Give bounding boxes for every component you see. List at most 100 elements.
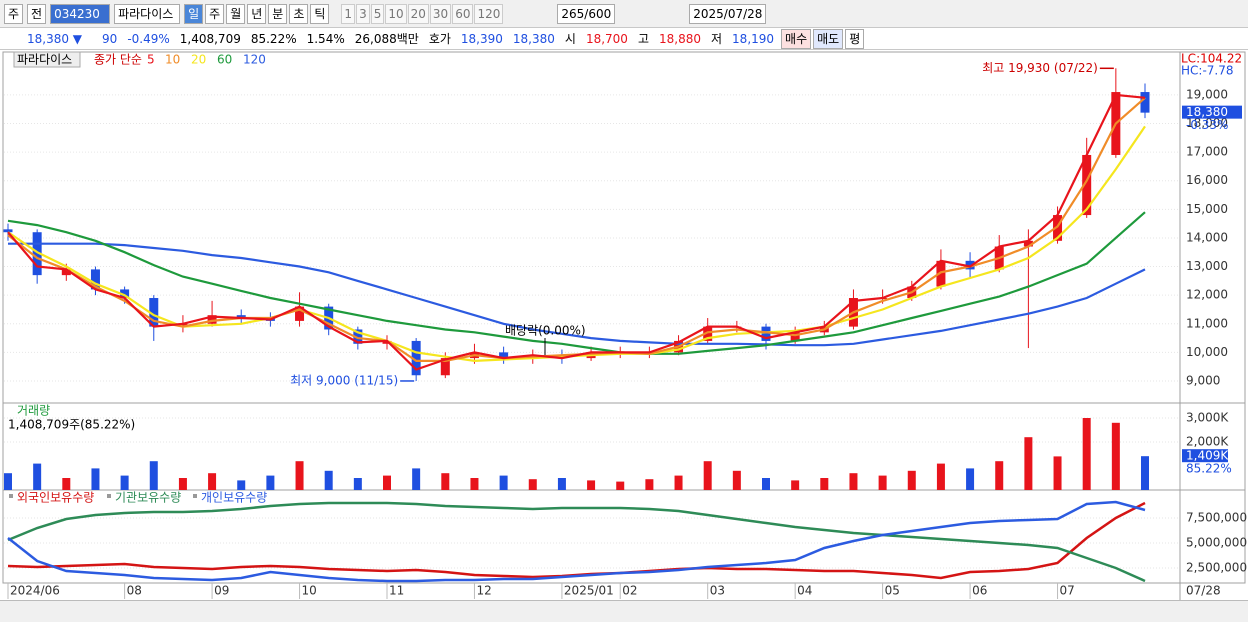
legend-entry: 60 [217,53,232,67]
legend-entry: 5 [147,53,155,67]
period-button[interactable]: 주 [205,3,225,24]
volume-bar [266,475,275,490]
interval-button[interactable]: 1 [341,3,356,24]
volume: 1,408,709 [179,31,241,46]
x-tick-label: 07 [1060,584,1075,598]
volume-bar [907,470,916,490]
interval-button[interactable]: 60 [452,3,474,24]
period-button[interactable]: 틱 [310,3,330,24]
candle-body [120,289,130,299]
y-tick-label: 5,000,000 [1186,536,1247,550]
volume-bar [4,473,12,490]
volume-bar [936,463,945,490]
volume-bar [849,473,858,490]
interval-button[interactable]: 10 [385,3,407,24]
volume-bar [149,461,158,490]
legend-marker [193,494,197,498]
volume-bar [645,479,654,490]
order-button[interactable]: 평 [845,28,865,49]
y-tick-label: 10,000 [1186,345,1228,359]
bid: 18,380 [512,31,555,46]
legend-entry: 120 [243,53,266,67]
current-box [1182,449,1228,463]
period-button[interactable]: 초 [289,3,309,24]
interval-button[interactable]: 3 [356,3,370,24]
high-label: 고 [637,32,649,46]
volume-bar [878,475,887,490]
volume-bar [33,463,42,490]
legend-entry: 기관보유수량 [115,491,181,505]
price: 18,380 ▼ [27,31,83,46]
candle-body [61,269,71,276]
volume-subtitle: 1,408,709주(85.22%) [8,418,135,432]
order-button[interactable]: 매수 [781,28,812,49]
candle-body [295,306,305,321]
interval-button[interactable]: 5 [370,3,385,24]
volume-title: 거래량 [17,404,50,418]
candle-body [1082,154,1092,216]
volume-bar [703,461,712,490]
y-tick-label: 2,500,000 [1186,561,1247,575]
stock-name[interactable]: 파라다이스 [114,3,181,24]
interval-button[interactable]: 30 [429,3,452,24]
ma-line [7,211,1146,355]
volume-bar [237,480,246,490]
volume-bar [820,478,829,490]
interval-button[interactable]: 20 [407,3,429,24]
y-tick-label: 19,000 [1186,87,1228,101]
stock-code[interactable]: 034230 [50,3,111,24]
ma-line [8,242,1146,347]
legend-name: 파라다이스 [17,53,72,67]
volume-bar [791,480,800,490]
y-tick-label: 2,000K [1186,435,1229,449]
volume-bar [587,480,596,490]
candle-body [1053,215,1063,241]
code-prefix[interactable]: 전 [27,3,47,24]
y-tick-label: 14,000 [1186,230,1228,244]
volume-bar [1053,456,1062,490]
count[interactable]: 265/600 [557,3,616,24]
period-button[interactable]: 년 [247,3,267,24]
candle-body [178,323,188,327]
date[interactable]: 2025/07/28 [689,3,767,24]
open: 18,700 [585,31,628,46]
order-button[interactable]: 매도 [813,28,844,49]
volume-bar [383,475,391,490]
holding-line [7,500,1146,583]
period-button[interactable]: 분 [268,3,288,24]
volume-bar [295,461,304,490]
volume-bar [353,478,362,490]
volume-bar [528,479,537,490]
scrollbar[interactable] [0,600,1248,622]
volume-bar [1024,437,1033,490]
volume-bar [995,461,1004,490]
candle-body [1023,240,1033,247]
volume-bar [178,478,187,490]
volume-current-ratio: 85.22% [1186,462,1232,476]
y-tick-label: 18,000 [1186,116,1228,130]
period-button[interactable]: 일 [184,3,204,24]
candle-body [1140,92,1150,113]
candle-body [936,260,946,287]
volume-bar [412,468,421,490]
market[interactable]: 주 [4,3,24,24]
volume-bar [1111,422,1120,490]
y-tick-label: 13,000 [1186,259,1228,273]
y-tick-label: 11,000 [1186,316,1228,330]
change-pct: -0.49% [127,31,170,46]
ask: 18,390 [460,31,503,46]
period-button[interactable]: 월 [226,3,246,24]
x-tick-label: 09 [214,584,229,598]
x-tick-label: 08 [127,584,142,598]
open-label: 시 [564,32,576,46]
x-tick-label: 2025/01 [564,584,614,598]
volume-bar [208,473,217,490]
candle-body [440,358,450,376]
interval-button[interactable]: 120 [474,3,504,24]
legend-marker [9,494,13,498]
dividend-annotation: 배당락(0.00%) [505,324,586,338]
change: 90 [102,31,118,46]
